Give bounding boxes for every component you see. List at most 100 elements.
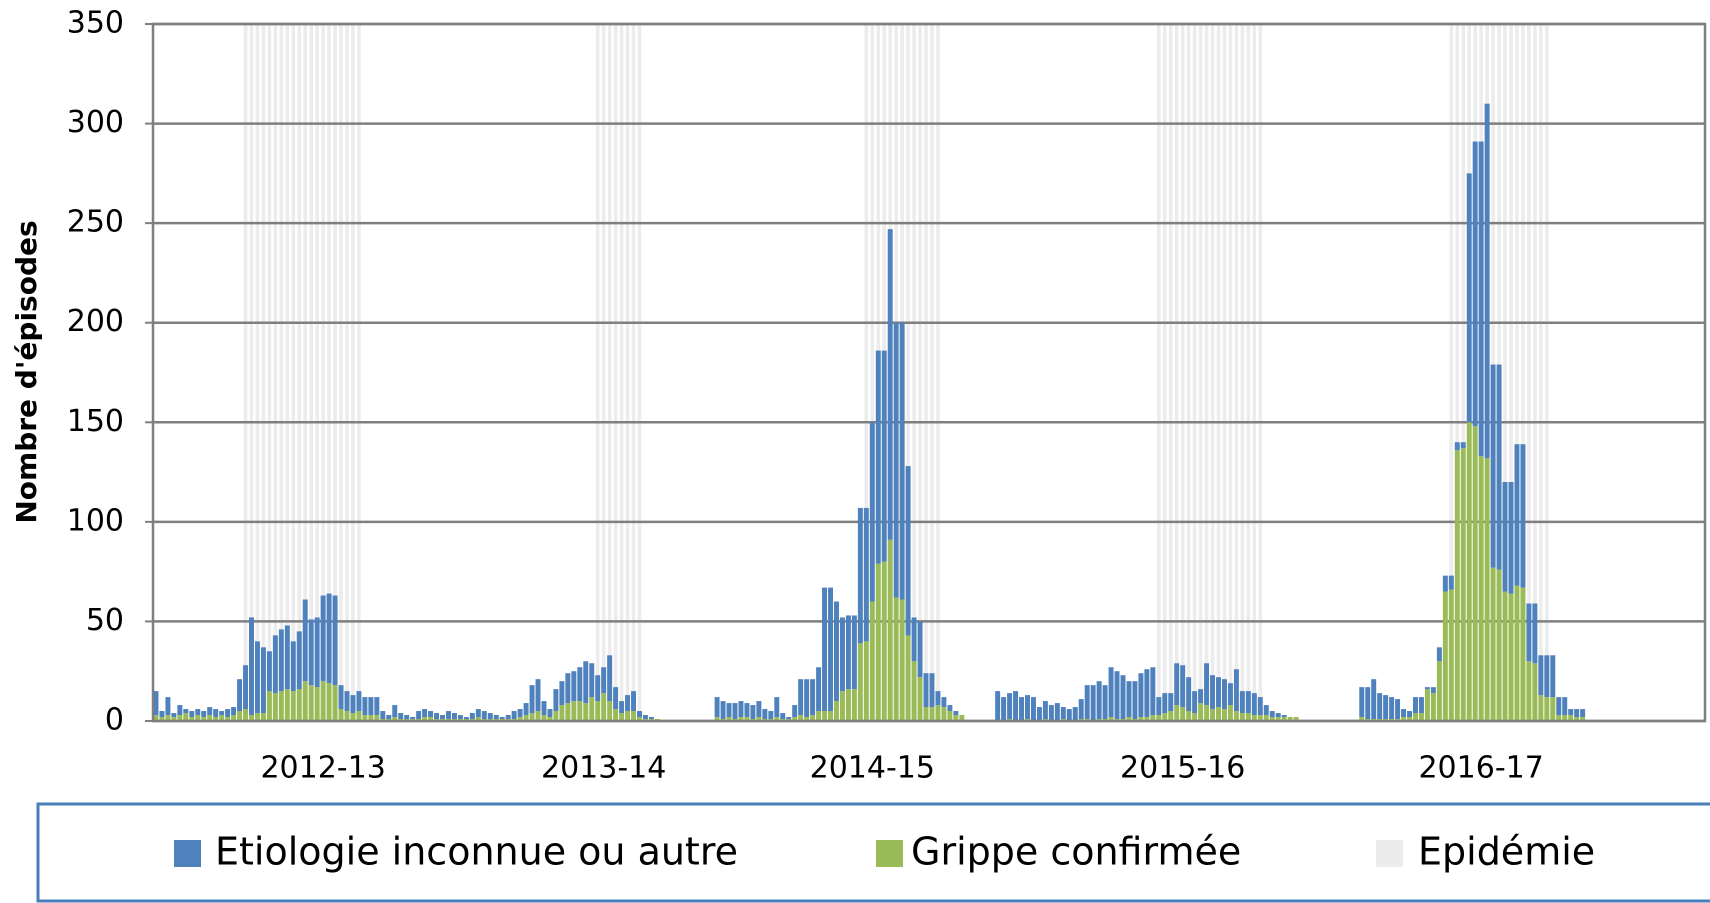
grid-layer: [153, 22, 1705, 723]
epidemic-band: [1216, 24, 1221, 721]
bar-segment: [529, 685, 535, 714]
bar-segment: [1496, 364, 1502, 570]
bar-segment: [517, 717, 523, 721]
bar-segment: [822, 711, 828, 721]
epidemic-band: [1228, 24, 1233, 721]
bar-segment: [881, 350, 887, 562]
epidemic-band: [1521, 24, 1525, 721]
bar-segment: [469, 713, 475, 720]
bar-segment: [1227, 683, 1233, 706]
bar-segment: [1204, 663, 1210, 706]
bar-segment: [386, 715, 392, 720]
bar-segment: [272, 635, 278, 694]
bar-segment: [1472, 426, 1478, 721]
bar-segment: [595, 675, 601, 702]
bar-segment: [583, 703, 589, 721]
bar-segment: [1514, 585, 1520, 721]
bar-segment: [935, 705, 941, 721]
epidemic-band: [1204, 24, 1209, 721]
bar-segment: [1192, 713, 1198, 721]
bar-segment: [756, 701, 762, 718]
epidemic-band: [351, 24, 355, 721]
bar-segment: [792, 705, 798, 718]
bar-segment: [177, 705, 183, 716]
bar-segment: [535, 711, 541, 721]
bar-segment: [350, 695, 356, 714]
bar-segment: [243, 665, 249, 710]
bar-segment: [1550, 697, 1556, 721]
bar-segment: [1138, 673, 1144, 718]
bar-segment: [302, 681, 308, 721]
bar-segment: [1263, 715, 1269, 721]
epidemic-band: [930, 24, 934, 721]
bar-segment: [1174, 663, 1180, 706]
bar-segment: [1395, 699, 1401, 720]
bar-segment: [1144, 669, 1150, 718]
epidemic-band: [613, 24, 618, 721]
bar-segment: [738, 701, 744, 718]
bar-segment: [887, 539, 893, 721]
bar-segment: [290, 691, 296, 721]
bar-segment: [499, 717, 505, 720]
bar-segment: [326, 593, 332, 684]
epidemic-band: [1455, 24, 1460, 721]
bar-segment: [595, 701, 601, 721]
bar-segment: [1162, 693, 1168, 714]
bar-segment: [1580, 709, 1586, 718]
bar-segment: [947, 705, 953, 712]
bar-segment: [153, 715, 159, 721]
bar-segment: [1413, 713, 1418, 721]
epidemic-band: [1192, 24, 1197, 721]
epidemic-band: [279, 24, 284, 721]
bar-segment: [1048, 705, 1054, 721]
bar-segment: [935, 691, 941, 706]
bar-segment: [816, 711, 822, 721]
bar-segment: [1036, 707, 1042, 721]
bar-segment: [493, 715, 499, 720]
bar-segment: [792, 717, 798, 721]
bar-segment: [254, 641, 260, 714]
bar-segment: [1562, 697, 1568, 716]
x-tick-label: 2014-15: [810, 751, 935, 786]
bar-segment: [1275, 713, 1281, 718]
bar-segment: [1478, 456, 1484, 721]
epidemic-band: [297, 24, 302, 721]
epidemic-band: [261, 24, 266, 721]
bar-segment: [768, 711, 774, 720]
bar-segment: [201, 711, 207, 718]
bar-segment: [308, 685, 314, 721]
bar-segment: [392, 717, 398, 721]
epidemic-band: [918, 24, 922, 721]
epidemic-band: [1240, 24, 1245, 721]
bar-segment: [362, 697, 368, 716]
bar-segment: [1281, 715, 1287, 718]
legend-swatch: [174, 840, 201, 867]
bar-segment: [1556, 697, 1562, 716]
bar-segment: [1072, 707, 1078, 721]
bar-segment: [368, 715, 374, 721]
bar-segment: [619, 713, 625, 721]
bar-segment: [1054, 703, 1060, 721]
bar-segment: [249, 617, 254, 716]
x-tick-label: 2015-16: [1120, 751, 1245, 786]
epidemic-band: [291, 24, 296, 721]
bar-segment: [798, 715, 804, 721]
epidemic-band: [906, 24, 910, 721]
bar-segment: [559, 705, 565, 721]
bar-segment: [1562, 715, 1568, 721]
bar-segment: [1508, 593, 1514, 721]
x-tick-label: 2016-17: [1418, 751, 1543, 786]
bar-segment: [726, 717, 732, 721]
bar-segment: [893, 597, 899, 721]
epidemic-band: [339, 24, 343, 721]
bar-segment: [1257, 697, 1263, 716]
bar-segment: [1413, 697, 1418, 714]
bar-segment: [732, 703, 738, 720]
bar-segment: [923, 707, 929, 721]
bar-segment: [1066, 709, 1072, 721]
bar-segment: [1424, 689, 1430, 721]
bar-segment: [320, 595, 326, 682]
epidemic-band: [285, 24, 290, 721]
bar-segment: [213, 709, 219, 718]
